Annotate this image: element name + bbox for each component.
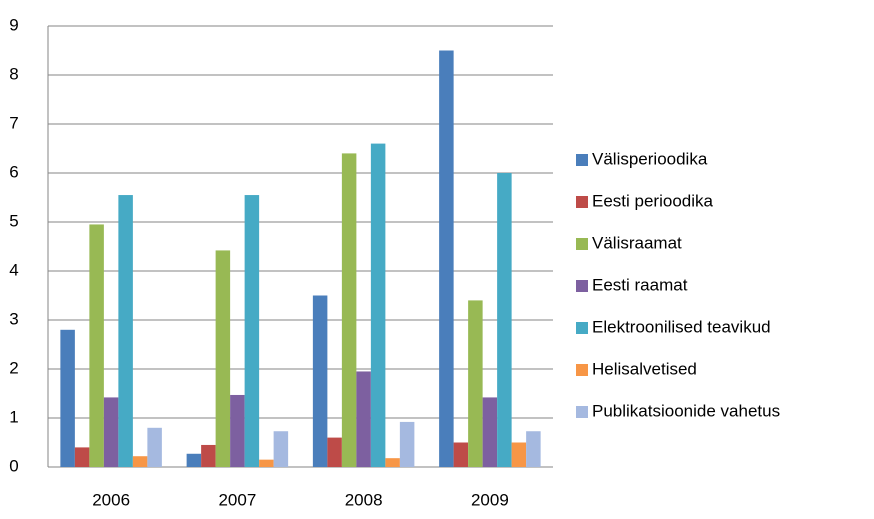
y-tick-label: 4	[9, 260, 18, 279]
bar	[453, 442, 469, 467]
x-tick-label: 2008	[345, 490, 383, 509]
x-tick-label: 2009	[471, 490, 509, 509]
y-tick-label: 0	[9, 456, 18, 475]
bar	[511, 442, 527, 467]
bar	[215, 250, 231, 467]
bar	[89, 224, 104, 467]
legend-swatch	[576, 196, 588, 208]
bar	[186, 453, 202, 467]
bar	[385, 458, 400, 467]
bar	[118, 195, 133, 468]
bar	[356, 371, 371, 467]
bar	[399, 421, 415, 467]
y-tick-label: 2	[9, 358, 18, 377]
legend-label: Elektroonilised teavikud	[592, 317, 771, 336]
legend-label: Publikatsioonide vahetus	[592, 401, 780, 420]
legend-swatch	[576, 322, 588, 334]
legend-label: Välisperioodika	[592, 149, 708, 168]
bar	[370, 143, 386, 467]
bar	[482, 397, 498, 467]
bar	[341, 153, 357, 467]
y-tick-label: 5	[9, 211, 18, 230]
legend-swatch	[576, 238, 588, 250]
bar	[103, 397, 119, 467]
bar	[60, 329, 75, 467]
bar	[526, 431, 541, 467]
bar	[439, 50, 454, 467]
legend-swatch	[576, 406, 588, 418]
bar	[468, 300, 483, 467]
bar	[497, 173, 512, 467]
bar	[259, 459, 274, 467]
bar	[74, 447, 90, 467]
bar	[273, 431, 289, 467]
legend-label: Helisalvetised	[592, 359, 697, 378]
y-tick-label: 9	[9, 15, 18, 34]
x-tick-label: 2006	[92, 490, 130, 509]
legend-label: Eesti perioodika	[592, 191, 714, 210]
legend-label: Välisraamat	[592, 233, 682, 252]
legend-label: Eesti raamat	[592, 275, 688, 294]
bar	[327, 437, 342, 467]
x-tick-label: 2007	[218, 490, 256, 509]
y-tick-label: 6	[9, 162, 18, 181]
legend-swatch	[576, 280, 588, 292]
y-tick-label: 3	[9, 309, 18, 328]
bar	[312, 295, 328, 467]
bar	[132, 456, 148, 467]
legend-swatch	[576, 154, 588, 166]
legend-swatch	[576, 364, 588, 376]
bar	[244, 195, 260, 468]
y-tick-label: 8	[9, 64, 18, 83]
bar	[147, 427, 162, 467]
y-tick-label: 7	[9, 113, 18, 132]
bar	[201, 444, 216, 467]
bar	[230, 394, 245, 467]
y-tick-label: 1	[9, 407, 18, 426]
